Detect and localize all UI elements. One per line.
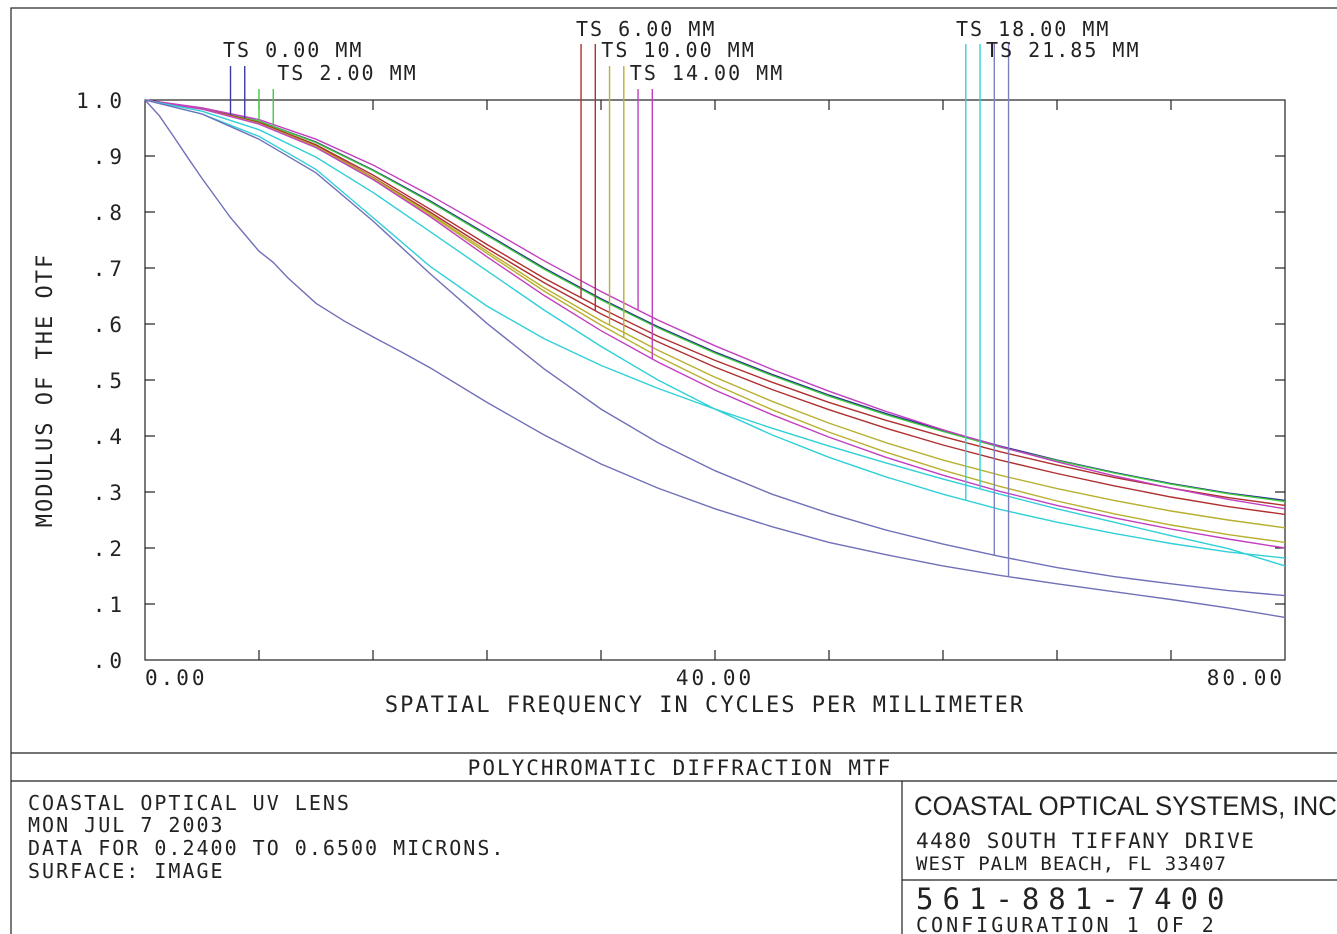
y-tick-label: .2 (93, 537, 126, 561)
company-address-street: 4480 SOUTH TIFFANY DRIVE (916, 829, 1255, 853)
y-tick-label: .9 (93, 145, 126, 169)
y-tick-label: .1 (93, 593, 126, 617)
mtf-curve-4 (145, 100, 1285, 514)
company-name: COASTAL OPTICAL SYSTEMS, INC. (914, 791, 1337, 821)
y-tick-label: .5 (93, 369, 126, 393)
mtf-curves (145, 100, 1285, 617)
field-label: TS 10.00 MM (601, 38, 755, 62)
mtf-curve-8 (145, 100, 1285, 548)
mtf-curve-10 (145, 100, 1285, 566)
x-axis-label: SPATIAL FREQUENCY IN CYCLES PER MILLIMET… (385, 693, 1025, 718)
field-label: TS 2.00 MM (277, 61, 417, 85)
mtf-curve-1 (145, 100, 1285, 500)
mtf-curve-5 (145, 100, 1285, 528)
mtf-curve-2 (145, 100, 1285, 502)
x-tick-label: 40.00 (676, 666, 754, 690)
report-date: MON JUL 7 2003 (28, 813, 225, 837)
tick-labels: 1.0 .9 .8 .7 .6 .5 .4 .3 .2 .1 .0 0.00 40.00 80.00 (76, 89, 1285, 690)
wavelength-range: DATA FOR 0.2400 TO 0.6500 MICRONS. (28, 836, 505, 860)
lens-name: COASTAL OPTICAL UV LENS (28, 791, 351, 815)
y-tick-label: .0 (93, 649, 126, 673)
y-tick-label: .4 (93, 425, 126, 449)
x-tick-label: 80.00 (1207, 666, 1285, 690)
y-tick-label: .3 (93, 481, 126, 505)
y-tick-label: .7 (93, 257, 126, 281)
mtf-curve-12 (145, 100, 1285, 617)
mtf-curve-7 (145, 100, 1285, 509)
company-address-city: WEST PALM BEACH, FL 33407 (916, 853, 1227, 875)
field-label: TS 21.85 MM (986, 38, 1140, 62)
y-axis-label: MODULUS OF THE OTF (33, 253, 58, 527)
x-tick-label: 0.00 (145, 666, 208, 690)
field-label: TS 14.00 MM (630, 61, 784, 85)
company-phone: 561-881-7400 (916, 882, 1234, 916)
surface-name: SURFACE: IMAGE (28, 859, 225, 883)
mtf-curve-11 (145, 100, 1285, 596)
chart-title: POLYCHROMATIC DIFFRACTION MTF (468, 756, 893, 780)
configuration-label: CONFIGURATION 1 OF 2 (916, 913, 1217, 934)
field-label: TS 0.00 MM (223, 38, 363, 62)
y-tick-label: .6 (93, 313, 126, 337)
y-tick-label: .8 (93, 201, 126, 225)
y-tick-label: 1.0 (76, 89, 126, 113)
